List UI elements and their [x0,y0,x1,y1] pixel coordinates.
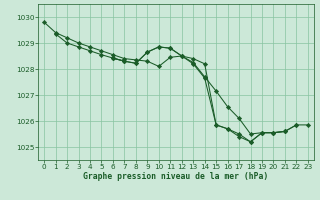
X-axis label: Graphe pression niveau de la mer (hPa): Graphe pression niveau de la mer (hPa) [84,172,268,181]
